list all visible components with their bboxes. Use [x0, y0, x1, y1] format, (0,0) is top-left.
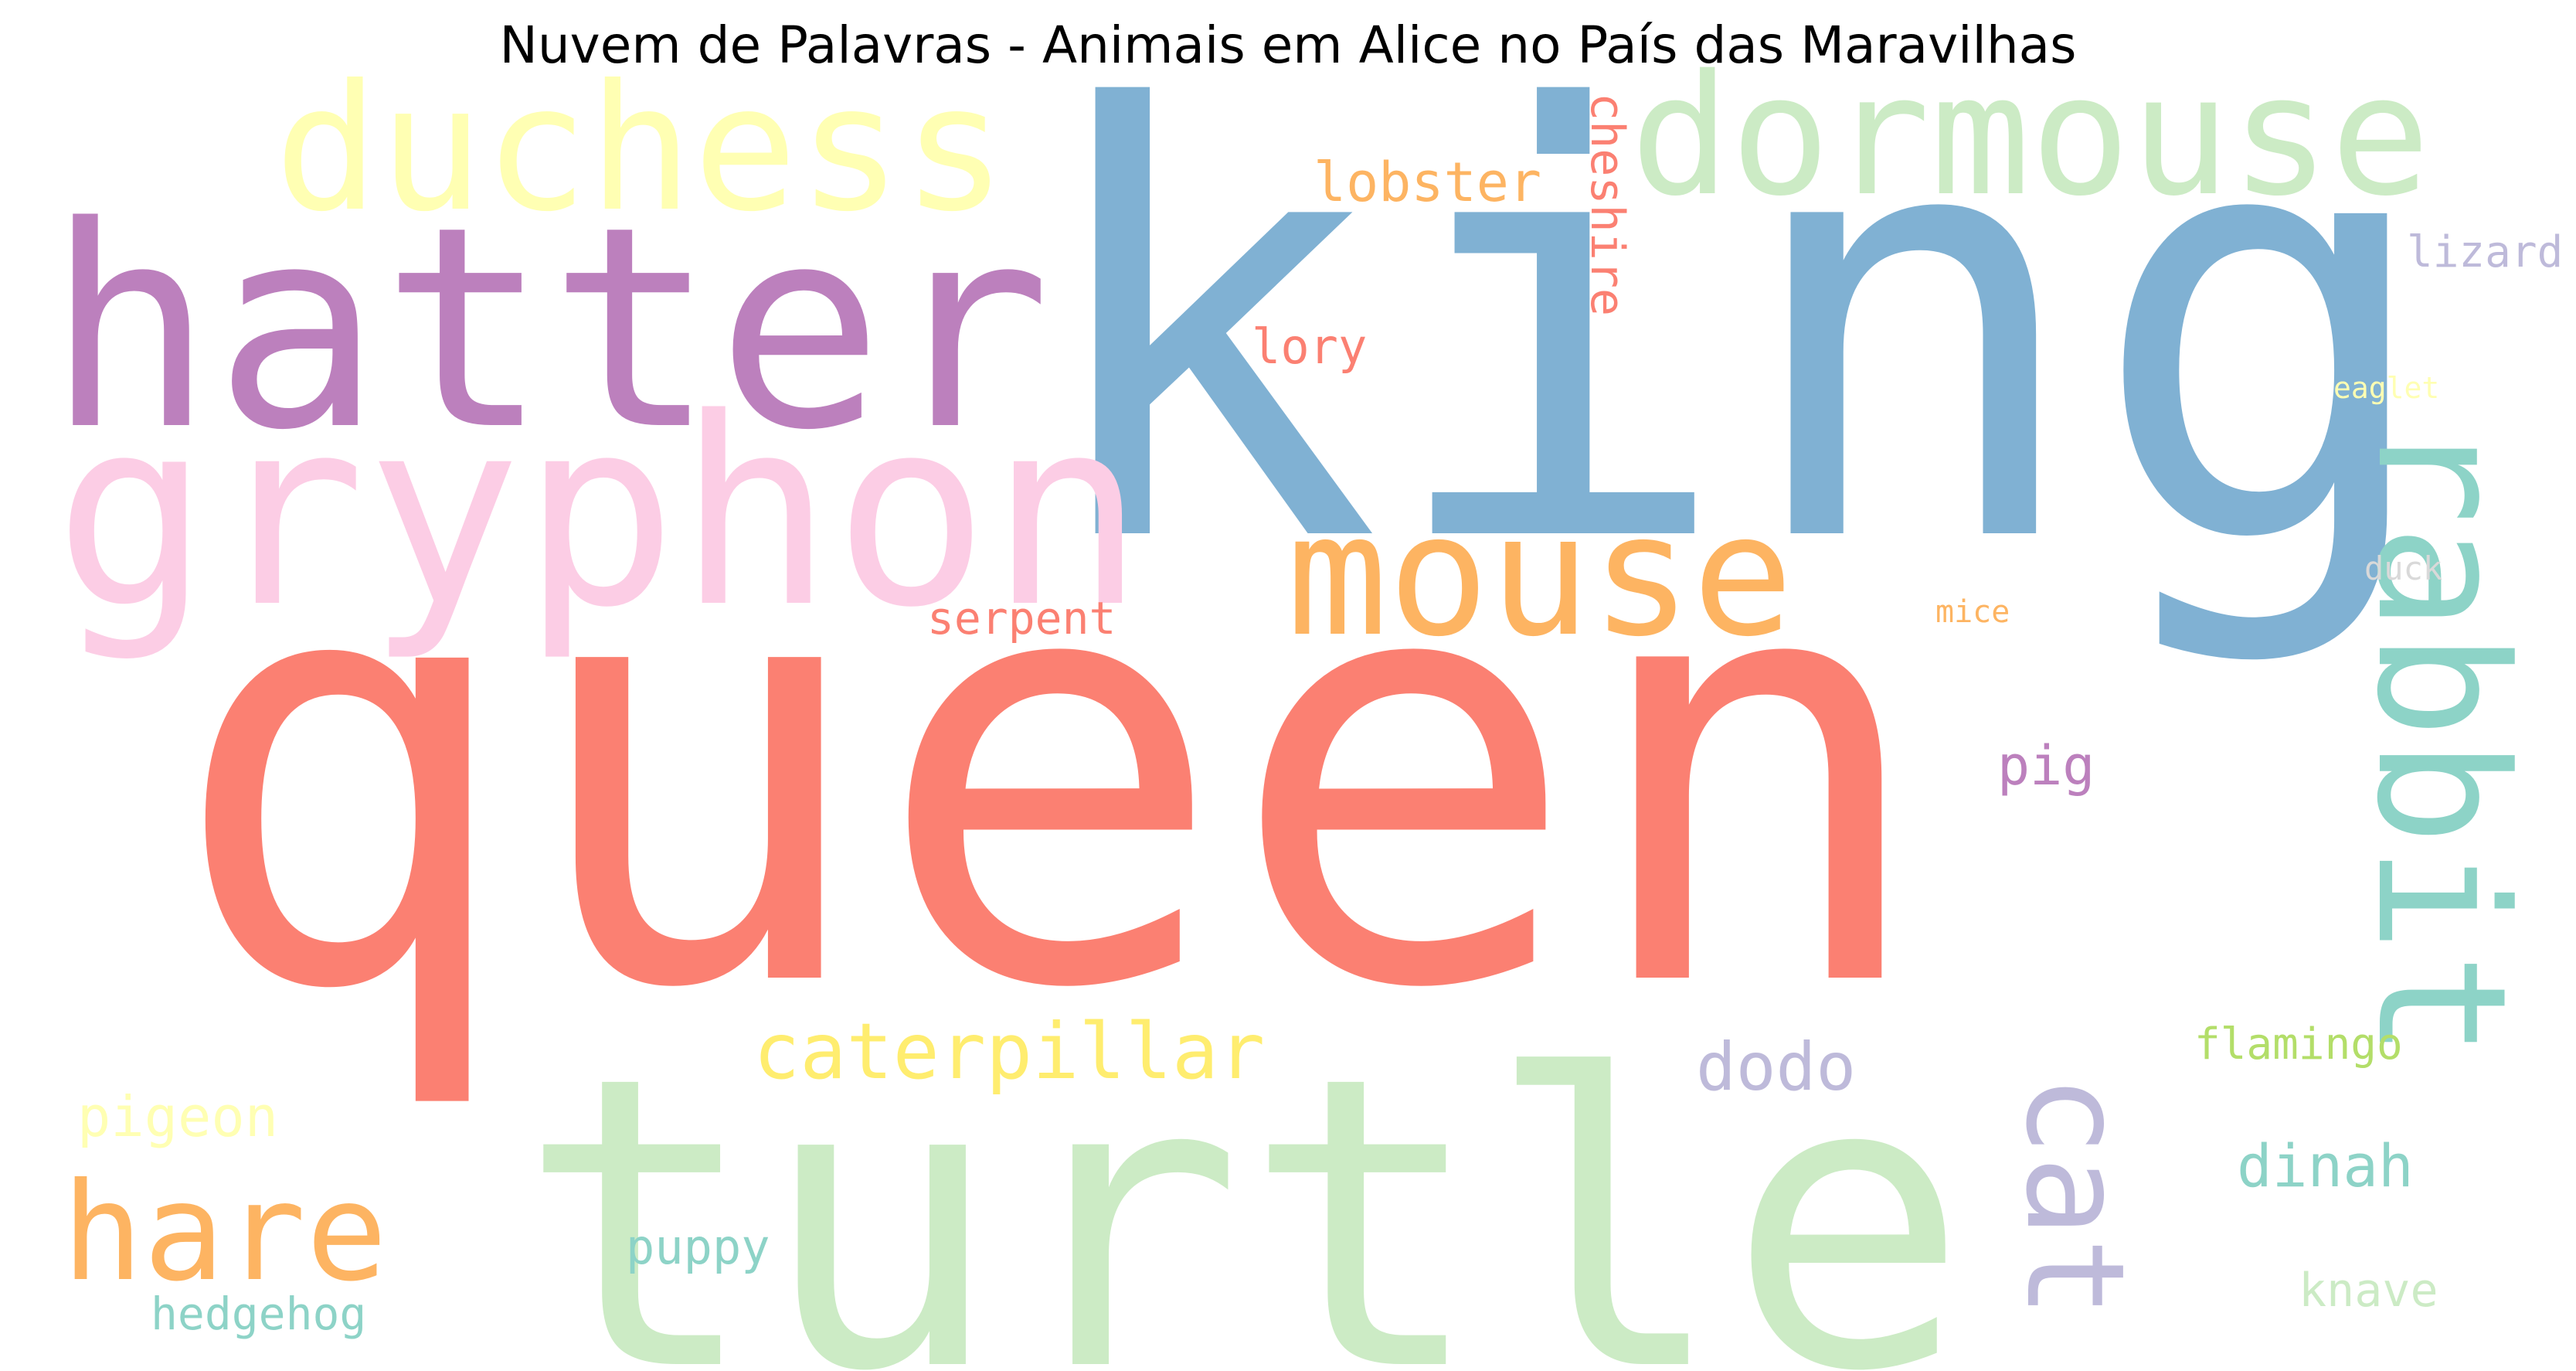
word-duchess: duchess: [274, 48, 1007, 250]
chart-title: Nuvem de Palavras - Animais em Alice no …: [499, 15, 2077, 75]
word-cat: cat: [1996, 1074, 2153, 1318]
word-hatter: hatter: [46, 167, 1051, 491]
word-lobster: lobster: [1313, 151, 1541, 214]
word-knave: knave: [2299, 1264, 2438, 1318]
word-gryphon: gryphon: [54, 363, 1145, 665]
word-dodo: dodo: [1696, 1029, 1856, 1106]
word-duck: duck: [2364, 549, 2442, 587]
word-bat: bat: [1631, 850, 1662, 897]
word-puppy: puppy: [626, 1219, 770, 1275]
word-pigeon: pigeon: [77, 1084, 278, 1149]
word-eaglet: eaglet: [2333, 371, 2439, 405]
word-king: king: [1028, 0, 2442, 672]
word-dinah: dinah: [2237, 1131, 2414, 1200]
word-rabbit: rabbit: [2337, 417, 2544, 1060]
word-cheshire: cheshire: [1580, 93, 1634, 316]
word-lizard: lizard: [2407, 227, 2563, 277]
word-lory: lory: [1252, 318, 1367, 375]
word-flamingo: flamingo: [2194, 1019, 2403, 1070]
word-hare: hare: [62, 1155, 387, 1311]
word-caterpillar: caterpillar: [753, 1006, 1265, 1097]
word-serpent: serpent: [927, 592, 1116, 645]
word-hedgehog: hedgehog: [151, 1288, 366, 1340]
word-turtle: turtle: [518, 991, 1969, 1371]
word-mouse: mouse: [1286, 478, 1793, 674]
word-dormouse: dormouse: [1630, 39, 2431, 233]
word-mice: mice: [1935, 594, 2010, 630]
word-queen: queen: [166, 434, 1934, 1117]
word-pig: pig: [1997, 734, 2095, 798]
